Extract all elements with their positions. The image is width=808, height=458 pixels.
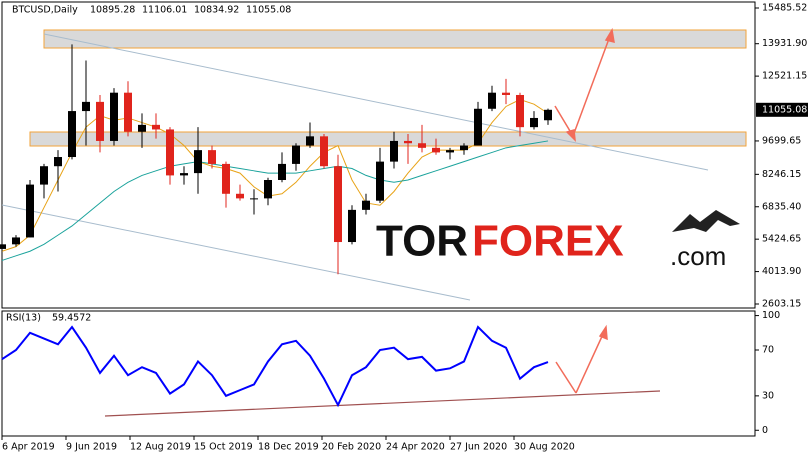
y-tick-label: 0 — [762, 425, 768, 436]
candle-body — [110, 92, 118, 141]
rsi-line — [1, 325, 549, 408]
candle-body — [502, 92, 510, 95]
forecast-arrows — [554, 27, 615, 394]
candle-body — [124, 92, 132, 132]
candle-body — [362, 200, 370, 210]
y-tick-label: 12521.15 — [762, 71, 807, 82]
candle-body — [404, 140, 412, 144]
ohlc-value: 10834.92 — [194, 5, 239, 16]
logo-text: TOR — [376, 217, 468, 266]
x-tick-label: 18 Dec 2019 — [258, 442, 319, 453]
candle-body — [152, 124, 160, 130]
candle-body — [222, 163, 230, 194]
x-tick-label: 12 Aug 2019 — [130, 442, 191, 453]
arrow-head — [604, 27, 615, 44]
x-tick-label: 20 Feb 2020 — [322, 442, 381, 453]
candle-body — [208, 150, 216, 164]
y-tick-label: 100 — [762, 310, 780, 321]
candle-body — [530, 117, 538, 128]
y-tick-label: 30 — [762, 390, 774, 401]
candle-body — [306, 136, 314, 146]
indicator-label: RSI(13) — [6, 313, 41, 324]
candle-body — [138, 124, 146, 132]
candle-body — [544, 109, 552, 121]
plot-area: 15485.52 13931.90 12521.15 9699.65 8246.15 68… — [0, 3, 808, 453]
x-tick-label: 9 Jun 2019 — [66, 442, 117, 453]
candle-body — [40, 166, 48, 185]
candle-body — [54, 157, 62, 167]
rsi-trend-line — [104, 390, 661, 417]
arrow — [572, 35, 611, 137]
moving-average — [1, 140, 549, 261]
resistance-zone — [43, 29, 747, 49]
channel-line — [1, 204, 471, 301]
x-tick-label: 27 Jun 2020 — [450, 442, 507, 453]
last-price-label: 11055.08 — [762, 104, 807, 115]
y-tick-label: 4013.90 — [762, 266, 801, 277]
logo-icon — [672, 210, 740, 232]
logo-text: FOREX — [472, 217, 624, 266]
candle-body — [292, 145, 300, 164]
candle-body — [376, 161, 384, 201]
arrow-head — [598, 324, 608, 341]
candle-body — [488, 92, 496, 109]
candle-body — [334, 166, 342, 243]
ohlc-value: 11106.01 — [142, 5, 187, 16]
moving-average — [1, 99, 549, 252]
candle-body — [348, 209, 356, 243]
x-tick-label: 24 Apr 2020 — [386, 442, 445, 453]
y-tick-label: 8246.15 — [762, 169, 801, 180]
channel-line — [43, 33, 709, 171]
candle-body — [250, 198, 258, 200]
logo-text: .com — [670, 241, 726, 271]
candle-body — [26, 184, 34, 238]
x-tick-label: 6 Apr 2019 — [2, 442, 55, 453]
candle-body — [166, 129, 174, 176]
candle-body — [264, 179, 272, 199]
y-tick-label: 15485.52 — [762, 3, 807, 14]
candle-body — [278, 163, 286, 180]
candle-body — [236, 193, 244, 199]
indicator-value: 59.4572 — [52, 313, 91, 324]
watermark: TOR FOREX .com — [376, 210, 740, 271]
rsi-panel — [1, 310, 756, 437]
candle-body — [432, 147, 440, 153]
candle-body — [418, 143, 426, 148]
y-tick-label: 13931.90 — [762, 38, 807, 49]
candle-body — [12, 237, 20, 245]
arrow — [575, 331, 605, 394]
arrow-head — [565, 129, 576, 143]
ohlc-value: 11055.08 — [246, 5, 291, 16]
support-zone — [29, 131, 747, 147]
candle-body — [320, 136, 328, 167]
candle-body — [516, 94, 524, 128]
x-tick-label: 15 Oct 2019 — [194, 442, 253, 453]
arrow — [555, 361, 577, 394]
candle-body — [194, 150, 202, 174]
candle-body — [82, 101, 90, 112]
y-tick-label: 5424.65 — [762, 234, 801, 245]
candle-body — [446, 150, 454, 153]
ohlc-value: 10895.28 — [90, 5, 135, 16]
y-tick-label: 9699.65 — [762, 135, 801, 146]
candle-body — [68, 111, 76, 158]
candle-body — [180, 173, 188, 176]
candle-body — [474, 108, 482, 146]
price-panel — [1, 1, 756, 309]
y-tick-label: 2603.15 — [762, 298, 801, 309]
x-tick-label: 30 Aug 2020 — [514, 442, 575, 453]
symbol-label: BTCUSD,Daily — [12, 5, 78, 16]
y-tick-label: 6835.40 — [762, 201, 801, 212]
candle-body — [0, 244, 6, 249]
candle-body — [96, 101, 104, 141]
candle-body — [460, 145, 468, 151]
last-price-box — [756, 102, 808, 117]
candle-body — [390, 140, 398, 162]
y-tick-label: 70 — [762, 344, 774, 355]
